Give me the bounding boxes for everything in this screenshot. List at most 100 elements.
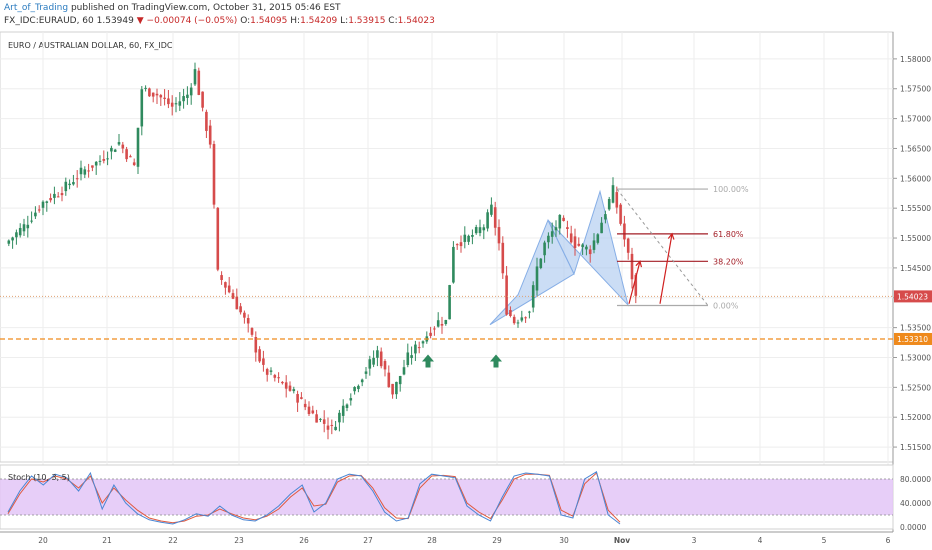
current-price-badge: [894, 290, 932, 303]
candle-body: [170, 102, 174, 107]
candle-body: [547, 235, 550, 243]
candle-body: [604, 214, 607, 220]
time-tick-label: 27: [363, 536, 373, 545]
price-tick-label: 1.57000: [900, 115, 931, 124]
candle-body: [250, 328, 254, 335]
candle-body: [452, 246, 455, 283]
chart-header: Art_of_Trading published on TradingView.…: [0, 0, 932, 30]
stoch-band: [0, 479, 893, 515]
candle-body: [520, 317, 524, 321]
candle-body: [26, 224, 30, 229]
candle-body: [41, 201, 45, 208]
up-arrow-icon: [422, 354, 434, 368]
candle-body: [501, 242, 505, 274]
candle-body: [573, 236, 577, 249]
candle-body: [98, 160, 102, 162]
stoch-label: Stoch (10, 3, 5): [8, 473, 70, 482]
candle-body: [505, 275, 508, 315]
candle-body: [186, 94, 189, 98]
candle-body: [53, 193, 56, 198]
candle-body: [319, 418, 322, 420]
target-arrow: [628, 261, 641, 304]
open-label: O:: [240, 16, 251, 26]
candle-body: [634, 274, 638, 296]
candle-body: [326, 425, 330, 430]
candle-body: [509, 309, 512, 317]
time-tick-label: 6: [886, 536, 891, 545]
candle-body: [433, 328, 436, 330]
candle-body: [201, 91, 204, 108]
candle-body: [516, 322, 520, 324]
price-tick-label: 1.53500: [900, 324, 931, 333]
candle-body: [300, 397, 303, 399]
candle-body: [535, 266, 539, 291]
publish-text: published on TradingView.com, October 31…: [70, 3, 341, 13]
stoch-indicator: 80.0000 40.0000 0.0000: [0, 471, 931, 532]
candle-body: [136, 127, 140, 167]
candle-body: [167, 98, 170, 105]
ohlc-line: FX_IDC:EURAUD, 60 1.53949 ▼ −0.00074 (−0…: [4, 16, 435, 27]
candle-body: [402, 367, 406, 375]
low-value: 1.53915: [348, 16, 386, 26]
price-tick-label: 1.54500: [900, 264, 931, 273]
price-change: −0.00074 (−0.05%): [146, 16, 238, 26]
candle-body: [121, 144, 125, 149]
last-price: 1.53949: [96, 16, 134, 26]
candle-body: [79, 167, 83, 175]
open-value: 1.54095: [250, 16, 288, 26]
fib-retracement[interactable]: 100.00% 61.80% 38.20% 0.00%: [616, 185, 749, 311]
candle-body: [91, 165, 94, 168]
candle-body: [220, 275, 223, 281]
candle-body: [246, 318, 250, 324]
support-label: 1.53310: [897, 335, 928, 344]
candle-body: [163, 97, 166, 99]
candle-body: [174, 103, 178, 105]
candle-body: [178, 101, 182, 106]
candle-body: [64, 181, 68, 192]
current-price-label: 1.54023: [897, 292, 928, 301]
candle-body: [227, 285, 231, 293]
fib-level-label: 100.00%: [713, 185, 749, 194]
candle-body: [607, 199, 611, 210]
stoch-k-line: [7, 471, 621, 525]
candle-body: [421, 341, 425, 344]
candle-body: [531, 285, 535, 308]
symbol-label: FX_IDC:EURAUD, 60: [4, 16, 94, 26]
chart-title: EURO / AUSTRALIAN DOLLAR, 60, FX_IDC: [8, 41, 173, 50]
candle-body: [132, 162, 136, 166]
candle-body: [345, 404, 349, 408]
candle-body: [585, 246, 588, 250]
candle-body: [193, 69, 197, 85]
candle-body: [444, 319, 448, 325]
price-tick-label: 1.55500: [900, 204, 931, 213]
up-arrow-icon: [490, 354, 502, 368]
candle-body: [338, 412, 341, 423]
candle-body: [254, 337, 258, 353]
candle-body: [482, 227, 486, 231]
time-tick-label: 22: [168, 536, 178, 545]
price-tick-label: 1.55000: [900, 234, 931, 243]
fib-level-label: 61.80%: [713, 230, 744, 239]
candle-body: [155, 93, 159, 96]
candle-body: [353, 387, 356, 392]
candle-body: [630, 253, 634, 280]
stoch-tick-label: 80.0000: [900, 475, 931, 484]
candle-body: [486, 212, 489, 229]
candle-body: [110, 147, 113, 152]
candle-body: [417, 347, 421, 349]
fib-level-label: 0.00%: [713, 302, 739, 311]
candle-body: [490, 204, 493, 215]
stoch-tick-label: 0.0000: [900, 523, 926, 532]
y-grid: [0, 58, 893, 448]
candle-body: [68, 183, 71, 186]
candles: [7, 62, 638, 440]
author-link[interactable]: Art_of_Trading: [4, 3, 69, 13]
time-tick-label: 4: [758, 536, 763, 545]
candle-body: [37, 209, 41, 211]
candle-body: [273, 375, 277, 378]
price-tick-label: 1.56000: [900, 174, 931, 183]
candle-body: [281, 381, 284, 384]
candle-body: [269, 370, 273, 372]
price-tick-label: 1.53000: [900, 353, 931, 362]
